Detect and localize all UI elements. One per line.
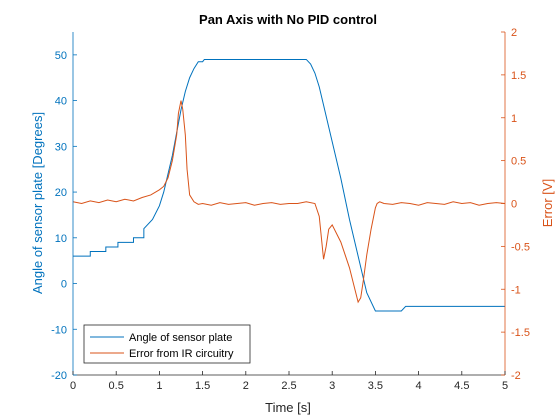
legend-label-error: Error from IR circuitry bbox=[129, 348, 234, 360]
series-line-error bbox=[72, 100, 506, 304]
series-layer bbox=[72, 58, 506, 312]
x-tick-label: 3 bbox=[329, 380, 335, 392]
y-right-tick-label: -1 bbox=[511, 284, 521, 296]
x-tick-label: 3.5 bbox=[368, 380, 383, 392]
y-right-tick-label: 0 bbox=[511, 199, 517, 211]
y-right-axis-title: Error [V] bbox=[540, 179, 555, 227]
y-left-tick-label: 50 bbox=[55, 50, 67, 62]
y-right-tick-label: 1.5 bbox=[511, 70, 526, 82]
x-tick-label: 1.5 bbox=[195, 380, 210, 392]
x-tick-label: 1 bbox=[156, 380, 162, 392]
x-tick-label: 2 bbox=[243, 380, 249, 392]
y-right-tick-label: -0.5 bbox=[511, 241, 530, 253]
y-right-axis-ticks: -2 -1.5 -1 -0.5 0 0.5 1 1.5 2 bbox=[501, 27, 530, 382]
y-right-tick-label: -1.5 bbox=[511, 327, 530, 339]
y-left-tick-label: 30 bbox=[55, 141, 67, 153]
y-left-tick-label: -20 bbox=[51, 370, 67, 382]
legend: Angle of sensor plate Error from IR circ… bbox=[83, 324, 251, 364]
x-axis-title: Time [s] bbox=[265, 400, 311, 415]
x-tick-label: 0.5 bbox=[109, 380, 124, 392]
y-left-tick-label: -10 bbox=[51, 324, 67, 336]
series-line-angle bbox=[73, 58, 505, 312]
x-tick-label: 5 bbox=[502, 380, 508, 392]
y-left-axis-title: Angle of sensor plate [Degrees] bbox=[30, 112, 45, 294]
x-tick-label: 0 bbox=[70, 380, 76, 392]
x-tick-label: 4 bbox=[416, 380, 422, 392]
y-right-tick-label: 0.5 bbox=[511, 156, 526, 168]
chart-title: Pan Axis with No PID control bbox=[199, 12, 377, 27]
y-right-tick-label: 2 bbox=[511, 27, 517, 39]
legend-box bbox=[83, 324, 251, 364]
y-left-tick-label: 10 bbox=[55, 233, 67, 245]
x-axis-ticks: 0 0.5 1 1.5 2 2.5 3 3.5 4 4.5 5 bbox=[70, 371, 508, 392]
y-left-axis-ticks: -20 -10 0 10 20 30 40 50 bbox=[51, 50, 77, 382]
x-tick-label: 4.5 bbox=[454, 380, 469, 392]
y-left-tick-label: 40 bbox=[55, 96, 67, 108]
x-tick-label: 2.5 bbox=[281, 380, 296, 392]
legend-label-angle: Angle of sensor plate bbox=[129, 332, 232, 344]
y-right-tick-label: -2 bbox=[511, 370, 521, 382]
y-left-tick-label: 0 bbox=[61, 279, 67, 291]
y-right-tick-label: 1 bbox=[511, 113, 517, 125]
y-left-tick-label: 20 bbox=[55, 187, 67, 199]
